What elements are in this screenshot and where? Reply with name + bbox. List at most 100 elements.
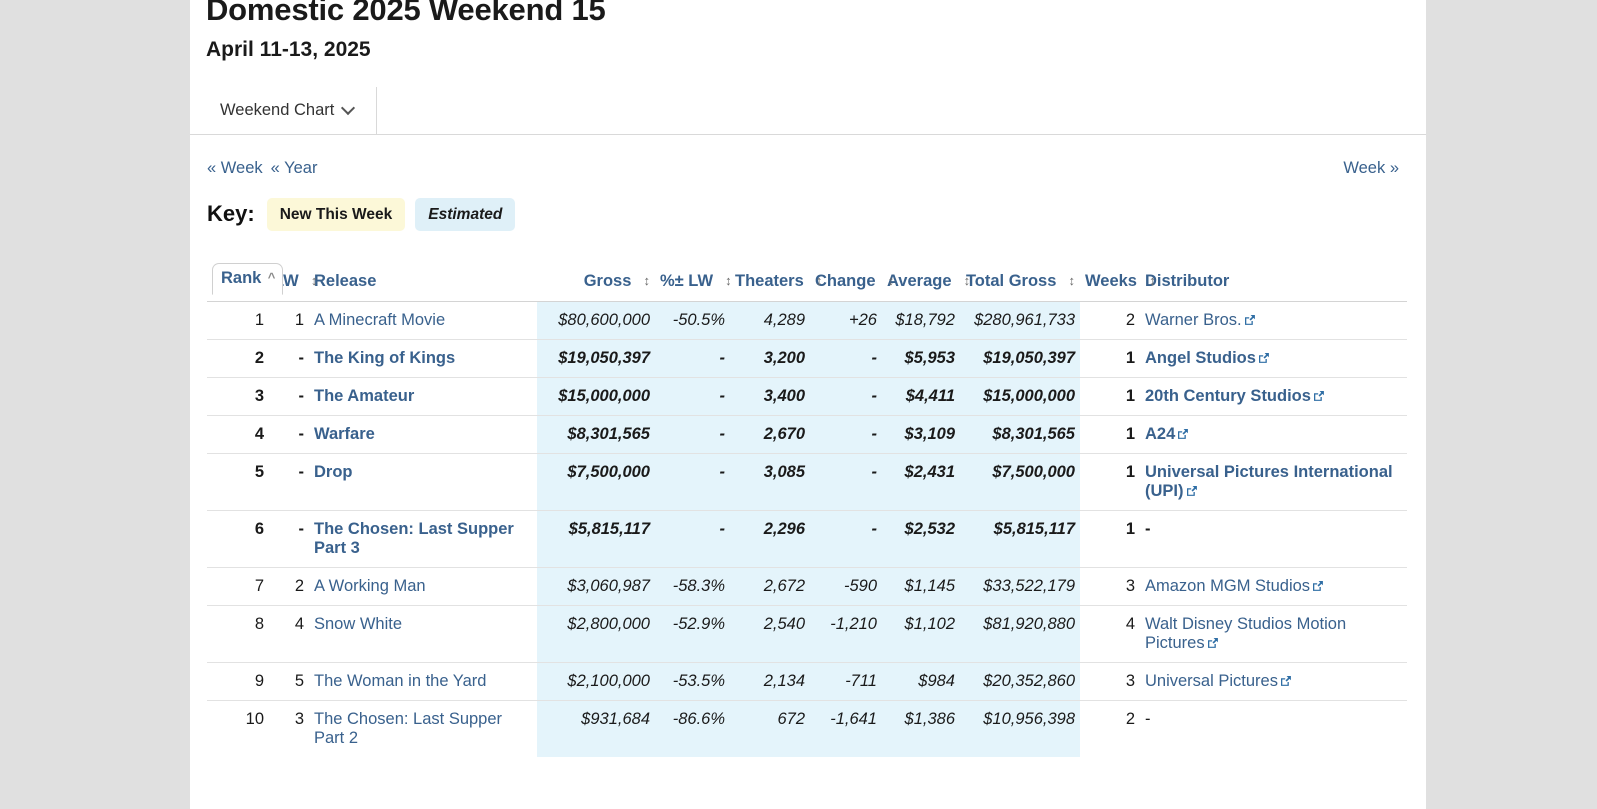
cell-theaters: 2,540 bbox=[730, 605, 810, 663]
cell-pct-lw: -58.3% bbox=[655, 567, 730, 606]
release-link[interactable]: A Minecraft Movie bbox=[314, 311, 446, 330]
cell-rank: 1 bbox=[207, 301, 269, 340]
content-panel: Domestic 2025 Weekend 15 April 11-13, 20… bbox=[190, 0, 1426, 809]
release-link[interactable]: Snow White bbox=[314, 615, 403, 634]
distributor-link[interactable]: Angel Studios bbox=[1145, 349, 1256, 368]
cell-total-gross: $33,522,179 bbox=[960, 567, 1080, 606]
release-link[interactable]: A Working Man bbox=[314, 577, 426, 596]
cell-release: The King of Kings bbox=[309, 339, 537, 378]
col-header-gross-label: Gross bbox=[583, 272, 632, 291]
distributor-link[interactable]: Universal Pictures International (UPI) bbox=[1145, 463, 1393, 501]
cell-lw: 2 bbox=[269, 567, 309, 606]
cell-release: A Working Man bbox=[309, 567, 537, 606]
cell-weeks: 2 bbox=[1080, 301, 1140, 340]
distributor-link[interactable]: A24 bbox=[1145, 425, 1176, 444]
distributor-link[interactable]: Amazon MGM Studios bbox=[1145, 577, 1311, 596]
cell-gross: $80,600,000 bbox=[537, 301, 655, 340]
cell-theaters: 672 bbox=[730, 700, 810, 758]
cell-lw: 4 bbox=[269, 605, 309, 663]
release-link[interactable]: The Chosen: Last Supper Part 2 bbox=[314, 710, 503, 748]
sort-both-icon: ↕ bbox=[815, 273, 823, 289]
col-header-average[interactable]: Average ↕ bbox=[882, 255, 970, 302]
release-link[interactable]: The Chosen: Last Supper Part 3 bbox=[314, 520, 514, 558]
external-link-icon bbox=[1313, 390, 1325, 402]
external-link-icon bbox=[1207, 637, 1219, 649]
cell-average: $18,792 bbox=[882, 301, 960, 340]
distributor-link[interactable]: Warner Bros. bbox=[1145, 311, 1242, 330]
cell-average: $4,411 bbox=[882, 377, 960, 416]
cell-pct-lw: -53.5% bbox=[655, 662, 730, 701]
cell-rank: 4 bbox=[207, 415, 269, 454]
cell-theaters: 4,289 bbox=[730, 301, 810, 340]
col-header-average-label: Average bbox=[887, 272, 952, 291]
cell-gross: $19,050,397 bbox=[537, 339, 655, 378]
release-link[interactable]: Warfare bbox=[314, 425, 375, 444]
cell-total-gross: $19,050,397 bbox=[960, 339, 1080, 378]
distributor-link[interactable]: Walt Disney Studios Motion Pictures bbox=[1145, 615, 1347, 653]
release-link[interactable]: The Woman in the Yard bbox=[314, 672, 487, 691]
cell-average: $984 bbox=[882, 662, 960, 701]
table-head: Rank ^ LW ↕ Release Gross bbox=[207, 255, 1407, 302]
cell-rank: 5 bbox=[207, 453, 269, 511]
cell-weeks: 1 bbox=[1080, 377, 1140, 416]
cell-weeks: 1 bbox=[1080, 339, 1140, 378]
table-header-row: Rank ^ LW ↕ Release Gross bbox=[207, 255, 1407, 302]
cell-theaters: 2,296 bbox=[730, 510, 810, 568]
cell-weeks: 1 bbox=[1080, 510, 1140, 568]
cell-rank: 6 bbox=[207, 510, 269, 568]
sort-both-icon: ↕ bbox=[1068, 273, 1076, 289]
cell-distributor: A24 bbox=[1140, 415, 1407, 454]
col-header-change-label: Change bbox=[815, 272, 876, 291]
cell-change: +26 bbox=[810, 301, 882, 340]
prev-year-link[interactable]: « Year bbox=[270, 158, 318, 177]
cell-gross: $2,100,000 bbox=[537, 662, 655, 701]
col-header-distributor: Distributor bbox=[1140, 255, 1407, 302]
cell-gross: $15,000,000 bbox=[537, 377, 655, 416]
col-header-change[interactable]: Change ↕ bbox=[810, 255, 894, 302]
cell-change: - bbox=[810, 453, 882, 511]
cell-theaters: 3,200 bbox=[730, 339, 810, 378]
date-range-subtitle: April 11-13, 2025 bbox=[206, 37, 371, 61]
cell-rank: 9 bbox=[207, 662, 269, 701]
release-link[interactable]: The Amateur bbox=[314, 387, 415, 406]
cell-release: A Minecraft Movie bbox=[309, 301, 537, 340]
col-header-gross[interactable]: Gross ↕ bbox=[537, 255, 655, 302]
col-header-rank[interactable]: Rank ^ bbox=[207, 255, 284, 302]
table-row: 4- Warfare $8,301,565-2,670- $3,109 $8,301,5… bbox=[207, 415, 1407, 454]
external-link-icon bbox=[1186, 485, 1198, 497]
cell-total-gross: $5,815,117 bbox=[960, 510, 1080, 568]
prev-week-link[interactable]: « Week bbox=[207, 158, 263, 177]
cell-weeks: 3 bbox=[1080, 567, 1140, 606]
cell-average: $3,109 bbox=[882, 415, 960, 454]
release-link[interactable]: Drop bbox=[314, 463, 353, 482]
cell-gross: $8,301,565 bbox=[537, 415, 655, 454]
week-navigation: « Week « Year Week » bbox=[190, 135, 1426, 178]
col-header-distributor-label: Distributor bbox=[1145, 272, 1230, 291]
col-header-total-gross[interactable]: Total Gross ↕ bbox=[960, 255, 1080, 302]
col-header-theaters[interactable]: Theaters ↕ bbox=[730, 255, 822, 302]
cell-release: Snow White bbox=[309, 605, 537, 663]
next-week-link[interactable]: Week » bbox=[1343, 158, 1399, 177]
cell-rank: 7 bbox=[207, 567, 269, 606]
tab-weekend-chart[interactable]: Weekend Chart bbox=[206, 86, 378, 134]
sort-both-icon: ↕ bbox=[963, 273, 971, 289]
cell-rank: 3 bbox=[207, 377, 269, 416]
cell-pct-lw: -52.9% bbox=[655, 605, 730, 663]
cell-change: - bbox=[810, 415, 882, 454]
distributor-link[interactable]: 20th Century Studios bbox=[1145, 387, 1311, 406]
cell-pct-lw: - bbox=[655, 415, 730, 454]
col-header-pct-lw[interactable]: %± LW ↕ bbox=[655, 255, 732, 302]
cell-pct-lw: - bbox=[655, 377, 730, 416]
release-link[interactable]: The King of Kings bbox=[314, 349, 456, 368]
cell-release: The Chosen: Last Supper Part 2 bbox=[309, 700, 537, 758]
legend-key: Key: New This Week Estimated bbox=[190, 178, 1426, 232]
col-header-weeks[interactable]: Weeks ↕ bbox=[1080, 255, 1156, 302]
col-header-rank-label: Rank bbox=[221, 269, 262, 288]
external-link-icon bbox=[1244, 314, 1256, 326]
external-link-icon bbox=[1258, 352, 1270, 364]
distributor-link[interactable]: Universal Pictures bbox=[1145, 672, 1278, 691]
cell-lw: 3 bbox=[269, 700, 309, 758]
cell-lw: 1 bbox=[269, 301, 309, 340]
